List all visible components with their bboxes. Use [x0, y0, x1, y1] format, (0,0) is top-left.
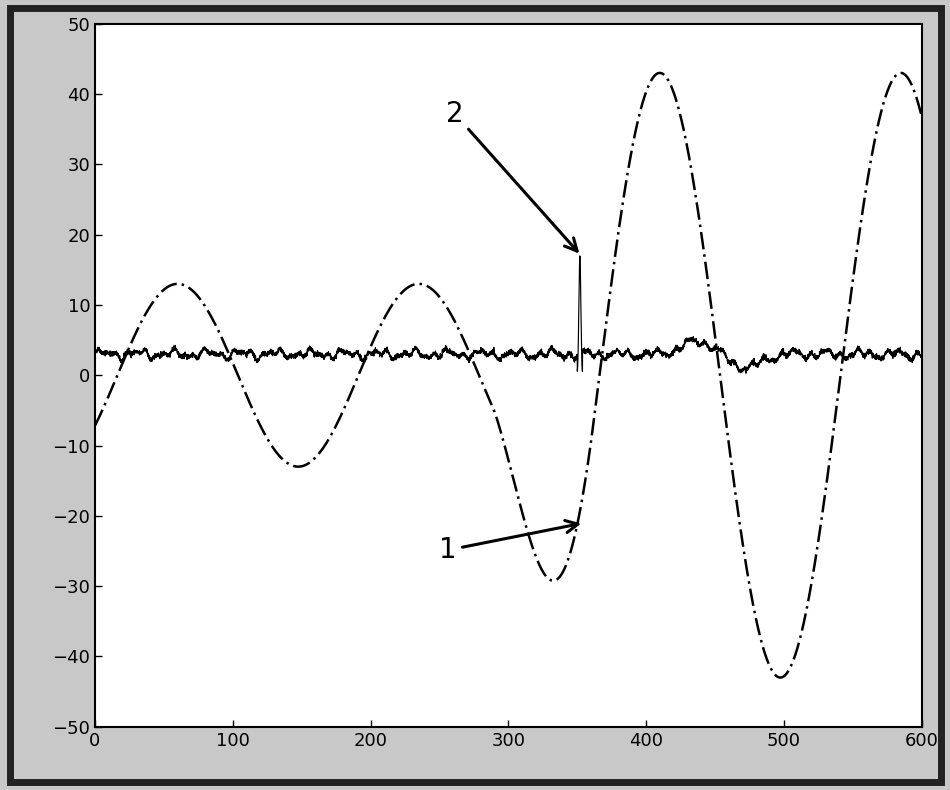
Text: 1: 1: [439, 521, 578, 564]
Text: 2: 2: [446, 100, 578, 251]
